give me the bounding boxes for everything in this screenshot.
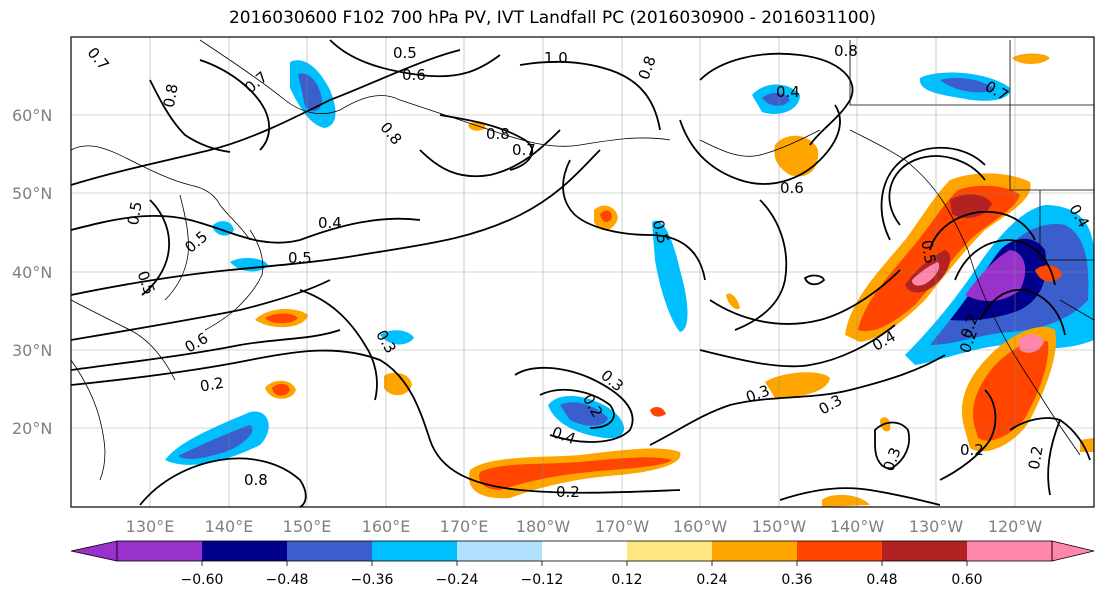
contour-label: 0.5: [917, 239, 939, 266]
shade-pos-small4: [650, 407, 666, 417]
lon-label: 160°W: [673, 517, 728, 536]
map-title: 2016030600 F102 700 hPa PV, IVT Landfall…: [228, 8, 876, 28]
map-panel: 0.7 0.5 0.6 1.0 0.8 0.8 0.8 0.7 0.8 0.7 …: [70, 36, 1095, 508]
contour-label: 0.4: [776, 83, 800, 101]
colorbar-segment: [287, 541, 372, 561]
colorbar-segment: [627, 541, 712, 561]
lon-label: 170°E: [440, 517, 489, 536]
colorbar-max-arrow: [1051, 540, 1095, 562]
contour-label: 0.8: [486, 125, 510, 143]
shade-pos-westcoast-peak: [912, 262, 940, 286]
lon-label: 140°W: [830, 517, 885, 536]
longitude-axis: 130°E 140°E 150°E 160°E 170°E 180°W 170°…: [126, 517, 1043, 536]
contour-label: 1.0: [544, 49, 568, 67]
contour-label: 0.6: [780, 179, 804, 197]
shade-neg-330: [380, 330, 414, 345]
shade-pos-small7: [1080, 438, 1094, 452]
lon-label: 140°E: [205, 517, 254, 536]
lon-label: 120°W: [988, 517, 1043, 536]
shade-neg-okhotsk-core: [298, 73, 322, 112]
contour-label: 0.5: [393, 44, 417, 62]
colorbar-segment: [117, 541, 202, 561]
colorbar-tick-label: 0.12: [611, 572, 642, 588]
colorbar-tick-label: 0.48: [866, 572, 897, 588]
colorbar-segment: [457, 541, 542, 561]
colorbar: −0.60 −0.48 −0.36 −0.24 −0.12 0.12 0.24 …: [70, 540, 1095, 588]
gridlines: [71, 37, 1094, 507]
contour-label: 0.6: [402, 66, 426, 84]
colorbar-segment: [542, 541, 627, 561]
pc-shading: [165, 53, 1094, 507]
colorbar-tick-label: −0.12: [521, 572, 564, 588]
shade-pos-band-core: [479, 457, 672, 490]
colorbar-segment: [882, 541, 967, 561]
shade-pos-japan-core: [265, 313, 298, 324]
contour-label: 0.2: [960, 441, 984, 459]
colorbar-segment: [797, 541, 882, 561]
shade-neg-goa-core: [940, 78, 995, 93]
contour-label: 0.5: [649, 218, 673, 246]
colorbar-tick-label: 0.36: [781, 572, 812, 588]
lon-label: 130°E: [126, 517, 175, 536]
contour-label: 0.2: [1025, 444, 1047, 471]
lat-label: 50°N: [12, 184, 52, 203]
shade-neg-170w: [652, 220, 688, 332]
shade-pos-small5: [726, 293, 740, 310]
contour-label: 0.8: [834, 42, 858, 60]
shade-pos-east: [1035, 265, 1062, 282]
contour-label: 0.8: [160, 82, 182, 109]
colorbar-segment: [967, 541, 1052, 561]
colorbar-segment: [712, 541, 797, 561]
shade-pos-bottom: [822, 494, 870, 507]
shade-neg-westcoast-peak: [965, 250, 1026, 302]
shade-pos-25n-core: [272, 383, 290, 396]
lon-label: 150°E: [283, 517, 332, 536]
shade-pos-top: [1012, 53, 1050, 64]
lon-label: 180°W: [516, 517, 571, 536]
lat-label: 40°N: [12, 263, 52, 282]
map-border: [70, 36, 1095, 508]
colorbar-min-arrow: [70, 540, 118, 562]
contour-label: 0.2: [556, 483, 580, 501]
lon-label: 150°W: [752, 517, 807, 536]
shade-pos-se-mid: [972, 340, 1049, 441]
contour-label: 0.7: [512, 141, 536, 159]
contour-label: 0.5: [288, 249, 312, 267]
pv-contours: [70, 39, 1091, 508]
colorbar-tick-label: −0.36: [351, 572, 394, 588]
lon-label: 130°W: [909, 517, 964, 536]
colorbar-tick-label: −0.48: [266, 572, 309, 588]
colorbar-tick-label: −0.60: [181, 572, 224, 588]
lat-label: 20°N: [12, 419, 52, 438]
lon-label: 170°W: [595, 517, 650, 536]
colorbar-tick-label: −0.24: [436, 572, 479, 588]
contour-label: 0.8: [244, 471, 268, 489]
shade-neg-central-core: [560, 402, 608, 426]
lat-label: 60°N: [12, 106, 52, 125]
colorbar-segment: [202, 541, 287, 561]
shade-neg-aleut-core: [762, 92, 790, 106]
colorbar-tick-label: 0.60: [951, 572, 982, 588]
shade-pos-se-core: [1018, 334, 1044, 353]
shade-neg-sw-core: [178, 425, 253, 459]
contour-label: 0.2: [199, 374, 226, 396]
colorbar-ticks: [201, 561, 968, 566]
lat-label: 30°N: [12, 341, 52, 360]
contour-label: 0.4: [318, 214, 342, 232]
shade-pos-150w: [765, 372, 830, 398]
colorbar-tick-label: 0.24: [696, 572, 727, 588]
shade-pos-aleut: [774, 135, 819, 177]
contour-label: 0.5: [124, 200, 146, 227]
colorbar-segment: [372, 541, 457, 561]
lon-label: 160°E: [362, 517, 411, 536]
latitude-axis: 60°N 50°N 40°N 30°N 20°N: [12, 106, 52, 438]
shade-pos-small3-core: [600, 210, 612, 223]
shade-pos-small2: [384, 372, 412, 396]
